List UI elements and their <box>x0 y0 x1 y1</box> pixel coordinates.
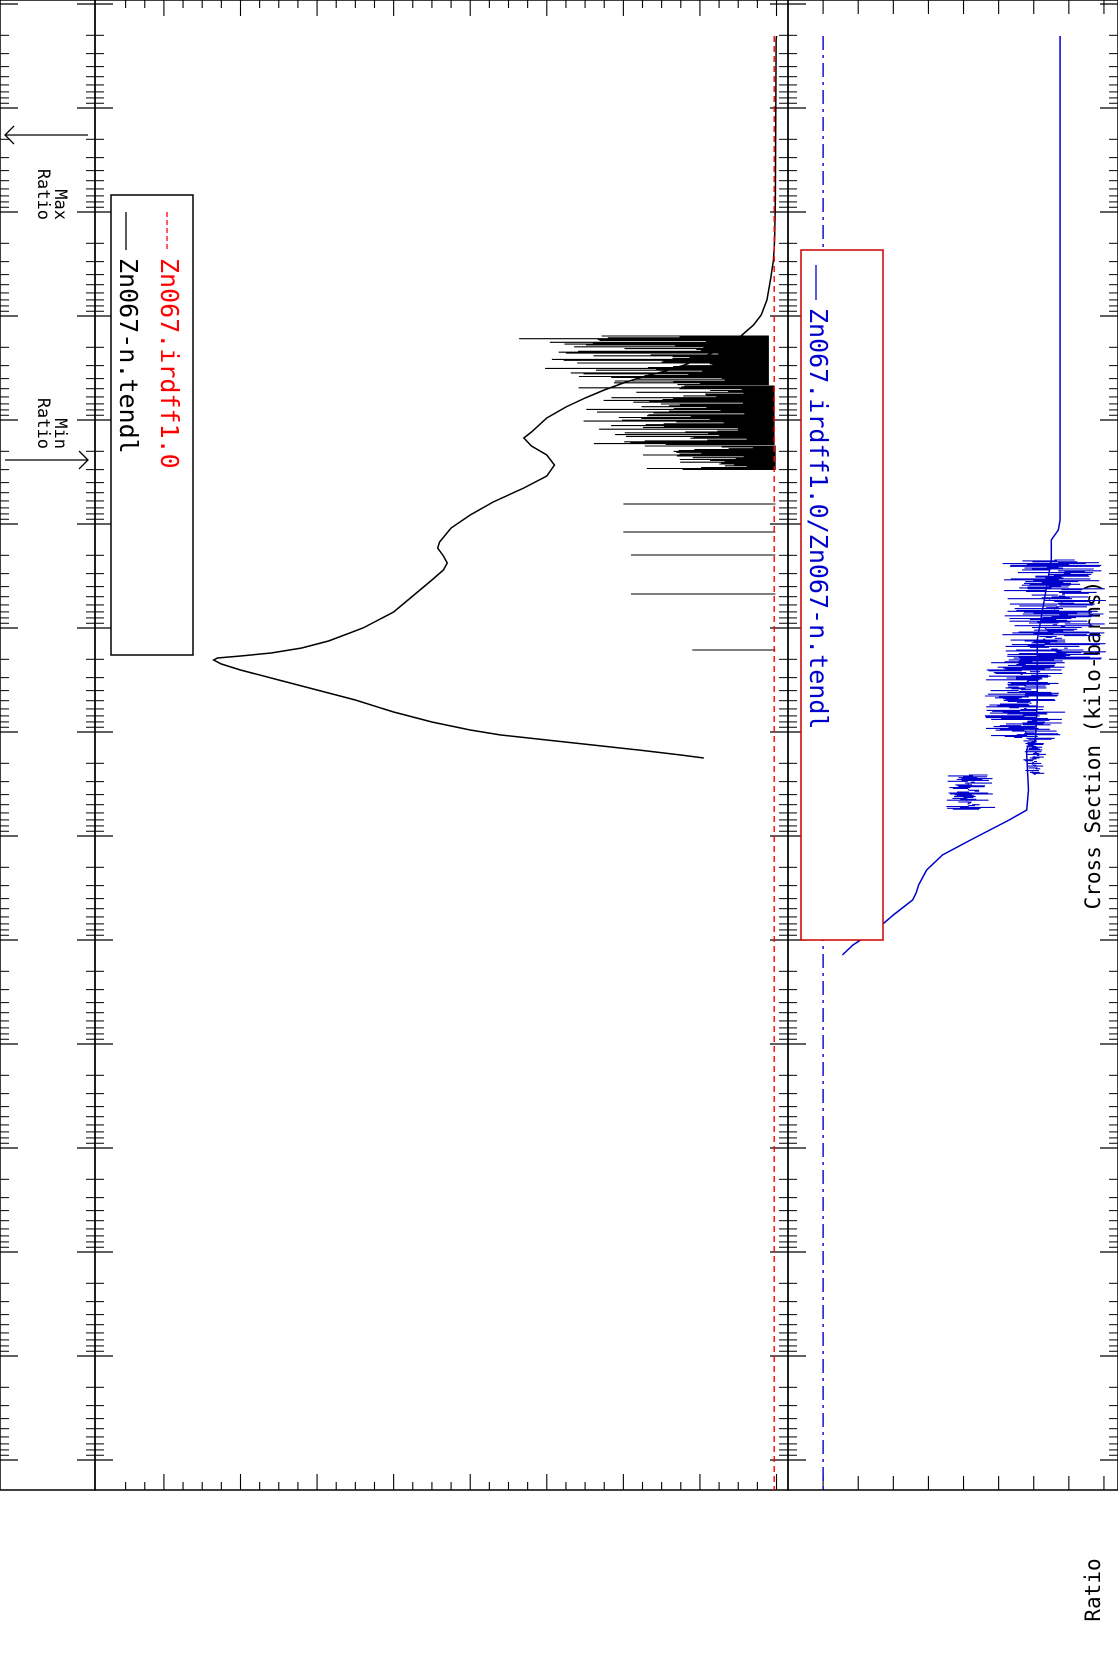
series-line-tendl <box>212 35 778 759</box>
max-ratio-label-line1: Max <box>50 189 70 220</box>
series-noise-ratio <box>946 559 1106 810</box>
ratio-frame <box>787 0 1118 1491</box>
legend-label-tendl: Zn067-n.tendl <box>114 258 143 454</box>
legend-label-irdff: Zn067.irdff1.0 <box>155 258 184 469</box>
annotation-strip-frame <box>0 0 96 1491</box>
min-ratio-marker: Min Ratio <box>5 398 89 470</box>
cross-section-frame <box>94 0 789 1491</box>
legend-label-ratio: Zn067.irdff1.0/Zn067-n.tendl <box>804 308 833 729</box>
ratio-y-ticks: 10010-210-410-6 <box>822 0 1105 1490</box>
ratio-legend-box <box>800 249 884 941</box>
cross-section-legend-box <box>110 194 194 656</box>
ratio-legend: Zn067.irdff1.0/Zn067-n.tendl <box>800 249 884 941</box>
cross-section-series <box>212 35 778 1490</box>
max-ratio-marker: Max Ratio <box>4 125 88 220</box>
series-line-ratio <box>841 36 1061 956</box>
cross-section-x-ticks <box>95 3 788 1461</box>
ratio-series <box>822 36 1106 1490</box>
min-ratio-label-line1: Min <box>50 418 70 449</box>
ratio-x-ticks <box>0 3 1118 1461</box>
cross-section-y-axis-title: Cross Section (kilo-barns) <box>1081 581 1105 910</box>
max-ratio-label-line2: Ratio <box>33 169 53 220</box>
cross-section-legend: Zn067-n.tendl Zn067.irdff1.0 <box>110 194 194 656</box>
cross-section-y-ticks: 020406080100120140160 <box>125 0 778 1490</box>
series-resonances-tendl <box>519 335 776 651</box>
rotated-plot-group: Min Ratio Max Ratio 02040608010012014016… <box>0 0 1118 1622</box>
ratio-y-axis-title: Ratio <box>1081 1558 1105 1621</box>
min-ratio-label-line2: Ratio <box>33 398 53 449</box>
